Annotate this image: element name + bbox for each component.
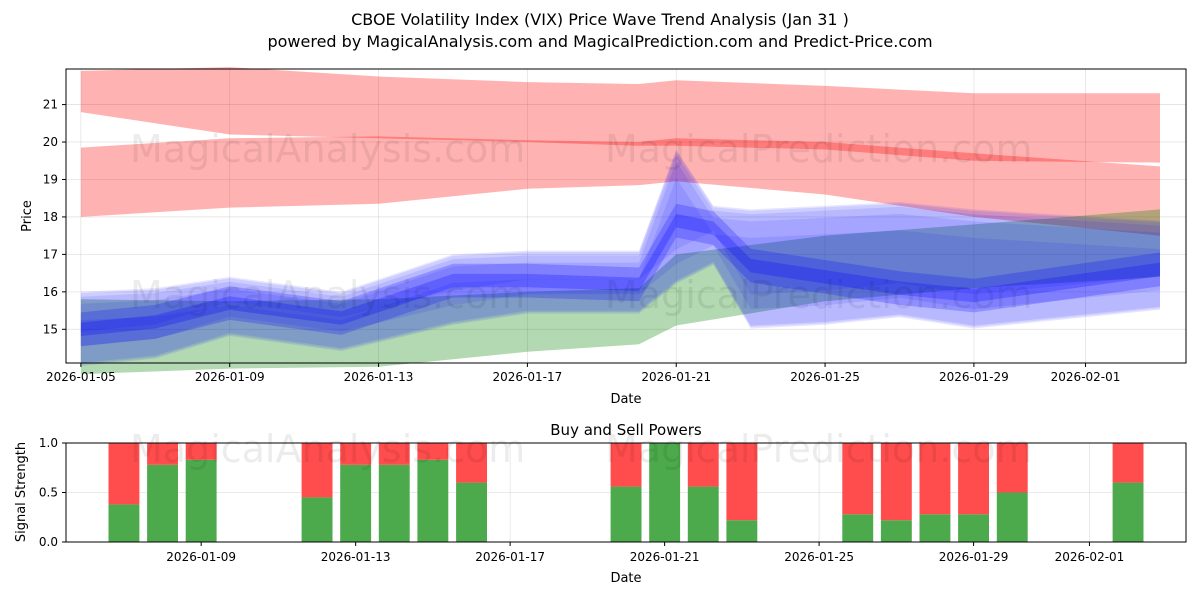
price-x-tick-label: 2026-02-01 [1051,370,1121,384]
wave-band-layer [80,161,1160,366]
sell-bar [958,443,989,515]
chart-title: CBOE Volatility Index (VIX) Price Wave T… [351,10,849,29]
sell-bar [1112,443,1144,483]
price-x-tick-label: 2026-01-21 [641,370,711,384]
buy-bar [340,464,372,542]
buy-bar [378,464,410,542]
price-bands [80,67,1160,375]
chart-subtitle: powered by MagicalAnalysis.com and Magic… [267,32,932,51]
sell-bar [456,443,487,483]
sell-bar [996,443,1028,493]
power-x-tick-label: 2026-01-13 [321,550,391,564]
sell-bar [301,443,333,498]
sell-bar [108,443,140,505]
power-x-tick-label: 2026-01-17 [475,550,545,564]
price-x-tick-label: 2026-01-13 [344,370,414,384]
price-y-tick-label: 21 [43,98,58,112]
sell-bar [417,443,449,460]
sell-bar [726,443,758,521]
power-x-ticks: 2026-01-09 2026-01-13 2026-01-17 2026-01-21… [166,542,1124,564]
buy-bar [108,504,140,542]
power-x-tick-label: 2026-01-09 [166,550,236,564]
sell-bar [147,443,178,465]
buy-bar [687,486,719,542]
buy-bar [726,520,758,542]
price-x-tick-label: 2026-01-25 [790,370,860,384]
sell-bar [687,443,719,487]
sell-bar [185,443,217,460]
power-panel: Buy and Sell Powers MagicalAnalysis.com … [14,421,1187,586]
buy-bar [456,482,487,542]
wave-band-layer [80,151,1160,347]
price-y-label: Price [20,200,35,232]
buy-bar [301,497,333,542]
power-x-label: Date [610,571,641,586]
power-y-ticks: 0.0 0.5 1.0 [39,436,66,549]
price-y-tick-label: 17 [43,247,58,261]
upper-resistance-band [80,67,1160,163]
buy-bar [417,459,449,542]
price-x-ticks: 2026-01-05 2026-01-09 2026-01-13 2026-01-17… [46,363,1120,384]
price-x-tick-label: 2026-01-09 [195,370,265,384]
price-y-tick-label: 19 [43,172,58,186]
wave-band-layer [80,178,1160,365]
price-x-label: Date [610,392,641,407]
sell-bar [610,443,642,487]
price-y-tick-label: 18 [43,210,58,224]
wave-band-layer [80,154,1160,332]
sell-bar [340,443,372,465]
buy-bar [958,514,989,542]
watermark-prediction: MagicalPrediction.com [605,127,1033,171]
power-x-tick-label: 2026-01-25 [784,550,854,564]
buy-bar [919,514,951,542]
price-axes-frame [65,68,1187,364]
price-grid [66,69,1186,363]
buy-bar [842,514,874,542]
price-y-tick-label: 15 [43,322,58,336]
sell-bar [378,443,410,465]
watermark-prediction-3: MagicalPrediction.com [605,427,1033,471]
buy-bar [1112,482,1144,542]
power-y-label: Signal Strength [14,442,29,542]
power-bars [108,443,1144,542]
price-panel: MagicalAnalysis.com MagicalPrediction.co… [20,67,1187,407]
buy-bar [880,520,912,542]
sell-bar [842,443,874,515]
power-x-tick-label: 2026-02-01 [1055,550,1125,564]
sell-bar [919,443,951,515]
lower-resistance-band [80,136,1160,236]
sell-bar [880,443,912,521]
price-y-tick-label: 20 [43,135,58,149]
price-x-tick-label: 2026-01-05 [46,370,116,384]
buy-bar [147,464,178,542]
price-x-tick-label: 2026-01-17 [493,370,563,384]
buy-bar [610,486,642,542]
watermark-prediction-2: MagicalPrediction.com [605,273,1033,317]
power-x-tick-label: 2026-01-29 [939,550,1009,564]
power-y-tick-label: 0.5 [39,486,58,500]
buy-bar [996,492,1028,542]
price-y-ticks: 15 16 17 18 19 20 21 [43,98,66,336]
price-x-tick-label: 2026-01-29 [939,370,1009,384]
price-y-tick-label: 16 [43,285,58,299]
watermark-analysis-3: MagicalAnalysis.com [130,427,525,471]
watermark-analysis-2: MagicalAnalysis.com [130,273,525,317]
power-x-tick-label: 2026-01-21 [630,550,700,564]
wave-band-layer [80,149,1160,363]
watermark-analysis: MagicalAnalysis.com [130,127,525,171]
buy-bar [649,443,681,542]
power-y-tick-label: 0.0 [39,535,58,549]
buy-bar [185,459,217,542]
power-title: Buy and Sell Powers [550,421,702,439]
support-band [80,209,1160,375]
wave-core-band [80,203,1160,347]
power-y-tick-label: 1.0 [39,436,58,450]
